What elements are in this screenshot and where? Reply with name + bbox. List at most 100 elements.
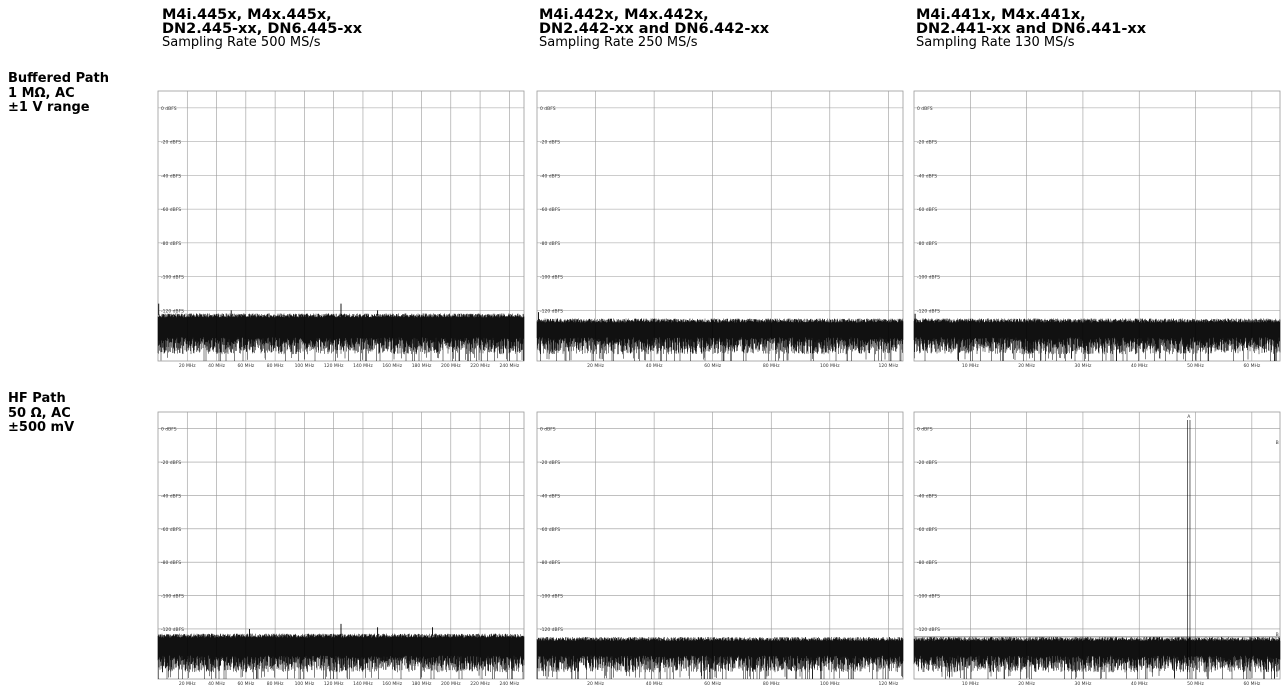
x-tick-label: 40 MHz (646, 363, 663, 369)
x-tick-label: 60 MHz (704, 681, 721, 687)
y-tick-label: -120 dBFS (917, 308, 940, 314)
y-tick-label: -40 dBFS (540, 493, 560, 499)
plot-frame (157, 411, 525, 680)
y-tick-label: -120 dBFS (540, 308, 563, 314)
x-tick-label: 120 MHz (324, 681, 344, 687)
row-label-line-1: Buffered Path (8, 71, 109, 86)
x-tick-label: 220 MHz (470, 681, 490, 687)
y-tick-label: -40 dBFS (917, 173, 937, 179)
y-tick-label: -100 dBFS (917, 275, 940, 281)
y-tick-label: -80 dBFS (540, 560, 560, 566)
row-label-line-2: 50 Ω, AC (8, 405, 71, 421)
row-label-buffered-path: Buffered Path 1 MΩ, AC ±1 V range (8, 71, 109, 116)
y-tick-label: -120 dBFS (161, 308, 184, 314)
x-tick-label: 100 MHz (295, 363, 315, 369)
y-tick-label: -100 dBFS (161, 594, 184, 600)
plot-frame (536, 411, 904, 680)
x-tick-label: 40 MHz (208, 363, 225, 369)
model-title-line-2: DN2.445-xx, DN6.445-xx (162, 21, 363, 37)
row-label-line-2: 1 MΩ, AC (8, 85, 75, 101)
spectrum-trace (913, 636, 1281, 679)
fft-chart-svg: 0 dBFS -20 dBFS -40 dBFS -60 dBFS -80 dBFS -1… (157, 90, 525, 369)
y-tick-label: -60 dBFS (917, 527, 937, 533)
y-tick-label: -80 dBFS (161, 241, 181, 247)
y-tick-label: 0 dBFS (540, 427, 556, 433)
marker-label: B (1276, 440, 1279, 446)
x-tick-label: 20 MHz (1018, 681, 1035, 687)
y-tick-label: -120 dBFS (917, 627, 940, 633)
y-tick-label: -40 dBFS (540, 173, 560, 179)
y-tick-label: -20 dBFS (161, 140, 181, 146)
fft-plot-buffered-130ms: 0 dBFS -20 dBFS -40 dBFS -60 dBFS -80 dBFS -1… (913, 89, 1281, 370)
y-tick-label: -20 dBFS (540, 140, 560, 146)
x-tick-label: 140 MHz (353, 681, 373, 687)
sampling-rate-label: Sampling Rate 250 MS/s (539, 35, 698, 50)
spectrum-trace (536, 318, 904, 361)
y-tick-label: 0 dBFS (161, 427, 177, 433)
sampling-rate-label: Sampling Rate 130 MS/s (916, 35, 1075, 50)
y-tick-label: 0 dBFS (917, 427, 933, 433)
x-tick-label: 80 MHz (763, 681, 780, 687)
x-tick-label: 240 MHz (500, 363, 520, 369)
spectrum-trace (157, 313, 525, 361)
model-title-line-2: DN2.442-xx and DN6.442-xx (539, 21, 770, 37)
y-tick-label: -20 dBFS (917, 140, 937, 146)
x-tick-label: 20 MHz (1018, 363, 1035, 369)
y-tick-label: -60 dBFS (161, 527, 181, 533)
model-title-line-1: M4i.441x, M4x.441x, (916, 7, 1086, 23)
fft-plot-buffered-250ms: 0 dBFS -20 dBFS -40 dBFS -60 dBFS -80 dBFS -1… (536, 89, 904, 370)
y-tick-label: -80 dBFS (161, 560, 181, 566)
x-tick-label: 60 MHz (237, 681, 254, 687)
x-tick-label: 140 MHz (353, 363, 373, 369)
model-title-line-1: M4i.442x, M4x.442x, (539, 7, 709, 23)
x-tick-label: 20 MHz (179, 363, 196, 369)
y-tick-label: -60 dBFS (161, 207, 181, 213)
y-tick-label: -100 dBFS (917, 594, 940, 600)
row-label-line-3: ±1 V range (8, 100, 90, 115)
fft-plot-hf-500ms: 0 dBFS -20 dBFS -40 dBFS -60 dBFS -80 dBFS -1… (157, 410, 525, 688)
row-label-line-1: HF Path (8, 391, 66, 406)
x-tick-label: 180 MHz (412, 363, 432, 369)
y-tick-label: -60 dBFS (917, 207, 937, 213)
column-header-1: M4i.445x, M4x.445x, DN2.445-xx, DN6.445-… (162, 8, 362, 50)
y-tick-label: -20 dBFS (540, 460, 560, 466)
x-tick-label: 40 MHz (1131, 363, 1148, 369)
y-tick-label: -60 dBFS (540, 527, 560, 533)
fft-chart-svg: 0 dBFS -20 dBFS -40 dBFS -60 dBFS -80 dBFS -1… (536, 90, 904, 369)
x-tick-label: 100 MHz (295, 681, 315, 687)
x-tick-label: 120 MHz (324, 363, 344, 369)
plot-frame (536, 90, 904, 362)
x-tick-label: 160 MHz (382, 681, 402, 687)
x-tick-label: 180 MHz (412, 681, 432, 687)
x-tick-label: 40 MHz (1131, 681, 1148, 687)
x-tick-label: 80 MHz (267, 363, 284, 369)
y-tick-label: -120 dBFS (161, 627, 184, 633)
x-tick-label: 80 MHz (763, 363, 780, 369)
x-tick-label: 40 MHz (208, 681, 225, 687)
x-tick-label: 60 MHz (1243, 681, 1260, 687)
y-tick-label: -80 dBFS (917, 241, 937, 247)
x-tick-label: 40 MHz (646, 681, 663, 687)
y-tick-label: -120 dBFS (540, 627, 563, 633)
y-tick-label: -80 dBFS (917, 560, 937, 566)
column-header-3: M4i.441x, M4x.441x, DN2.441-xx and DN6.4… (916, 8, 1146, 50)
y-tick-label: -20 dBFS (917, 460, 937, 466)
fft-plot-hf-250ms: 0 dBFS -20 dBFS -40 dBFS -60 dBFS -80 dBFS -1… (536, 410, 904, 688)
x-tick-label: 200 MHz (441, 681, 461, 687)
y-tick-label: -80 dBFS (540, 241, 560, 247)
row-label-hf-path: HF Path 50 Ω, AC ±500 mV (8, 391, 74, 436)
x-tick-label: 60 MHz (237, 363, 254, 369)
x-tick-label: 30 MHz (1075, 681, 1092, 687)
x-tick-label: 80 MHz (267, 681, 284, 687)
x-tick-label: 220 MHz (470, 363, 490, 369)
fft-chart-svg: 0 dBFS -20 dBFS -40 dBFS -60 dBFS -80 dBFS -1… (913, 411, 1281, 687)
plot-frame (157, 90, 525, 362)
x-tick-label: 200 MHz (441, 363, 461, 369)
x-tick-label: 160 MHz (382, 363, 402, 369)
y-tick-label: -100 dBFS (540, 594, 563, 600)
x-tick-label: 60 MHz (704, 363, 721, 369)
fft-chart-svg: 0 dBFS -20 dBFS -40 dBFS -60 dBFS -80 dBFS -1… (913, 90, 1281, 369)
y-tick-label: -60 dBFS (540, 207, 560, 213)
model-title-line-2: DN2.441-xx and DN6.441-xx (916, 21, 1147, 37)
y-tick-label: -100 dBFS (161, 275, 184, 281)
